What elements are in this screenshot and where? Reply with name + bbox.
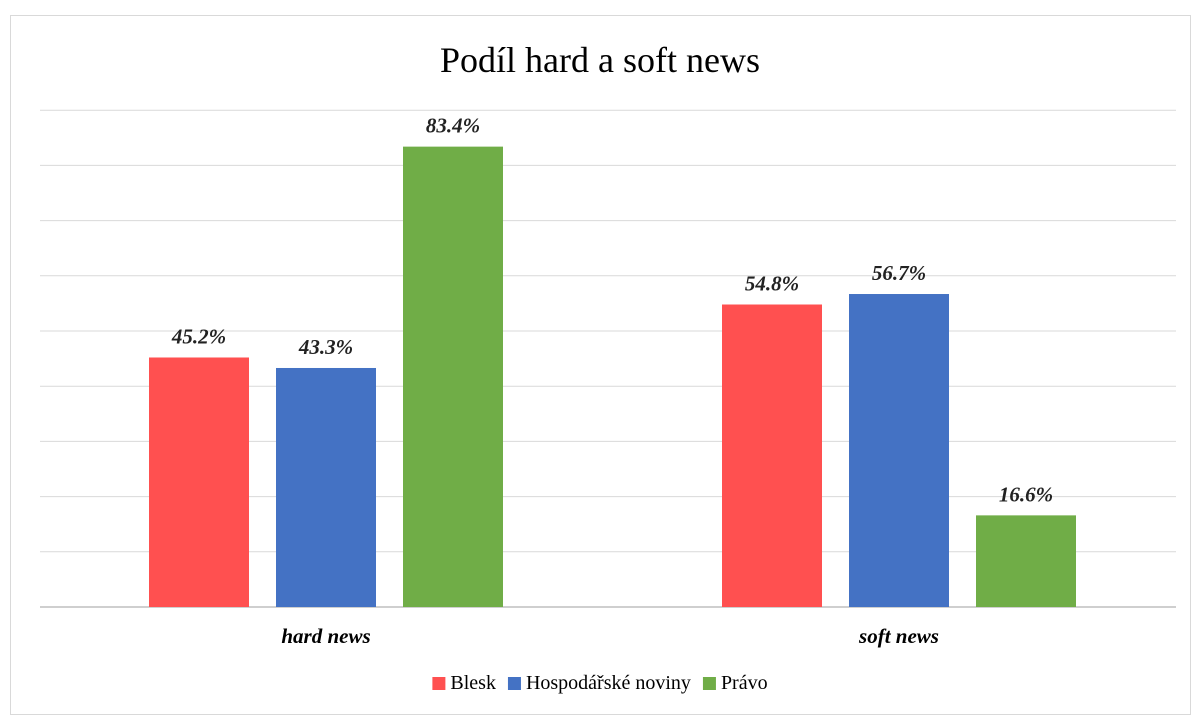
legend-swatch xyxy=(507,677,521,690)
data-label: 43.3% xyxy=(298,335,353,359)
legend-label: Právo xyxy=(721,672,768,694)
legend-swatch xyxy=(432,677,446,690)
data-label: 56.7% xyxy=(872,261,926,285)
legend: Blesk Hospodářské noviny Právo xyxy=(432,672,768,694)
bar-hospodářské-noviny-hard-news xyxy=(276,367,376,607)
bar-blesk-soft-news xyxy=(722,304,822,607)
legend-swatch xyxy=(702,677,716,690)
legend-label: Hospodářské noviny xyxy=(526,672,691,694)
bars xyxy=(149,146,1076,607)
bar-právo-soft-news xyxy=(976,515,1076,607)
category-label: soft news xyxy=(858,624,939,648)
category-axis: hard news soft news xyxy=(281,624,939,648)
data-label: 83.4% xyxy=(426,114,480,138)
data-label: 54.8% xyxy=(745,272,799,296)
legend-item: Právo xyxy=(702,672,768,694)
legend-label: Blesk xyxy=(450,672,496,694)
legend-item: Hospodářské noviny xyxy=(507,672,691,694)
data-label: 16.6% xyxy=(999,482,1053,506)
bar-hospodářské-noviny-soft-news xyxy=(849,294,949,607)
category-label: hard news xyxy=(281,624,370,648)
bar-blesk-hard-news xyxy=(149,357,249,607)
bar-právo-hard-news xyxy=(403,146,503,607)
data-labels: 45.2% 43.3% 83.4% 54.8% 56.7% 16.6% xyxy=(171,114,1053,507)
chart-title: Podíl hard a soft news xyxy=(440,40,760,80)
legend-item: Blesk xyxy=(432,672,496,694)
data-label: 45.2% xyxy=(171,324,226,348)
